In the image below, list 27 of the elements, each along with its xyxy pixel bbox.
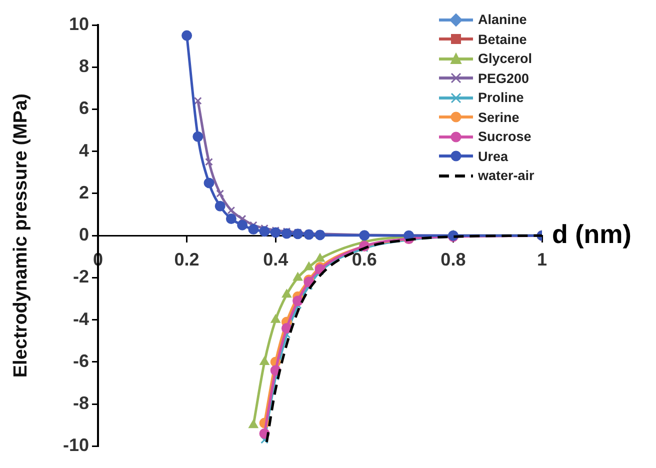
y-tick-label: -6 [72,350,89,371]
legend-label: Serine [478,108,520,126]
y-tick-label: -2 [72,266,89,287]
legend-label: PEG200 [478,70,530,88]
x-tick-label: 0.6 [352,249,377,270]
y-tick-label: 10 [68,14,89,34]
legend-label: Alanine [478,11,527,29]
x-axis-title: d (nm) [552,218,632,249]
legend-label: water-air [478,167,534,185]
legend-label: Proline [478,89,524,107]
y-tick-label: 2 [78,182,89,202]
y-tick-label: 4 [78,140,89,160]
x-tick-label: 0.4 [263,249,288,270]
y-tick-label: -10 [62,435,89,456]
y-tick-label: 8 [78,56,89,76]
x-tick-label: 0.8 [440,249,466,270]
x-tick-label: 0.2 [174,249,200,270]
y-tick-label: -8 [72,393,89,414]
y-tick-label: 6 [78,98,89,118]
legend-label: Sucrose [478,128,532,146]
y-tick-label: 0 [78,224,89,245]
y-tick-label: -4 [72,308,89,329]
legend-label: Urea [478,148,508,166]
y-axis-title: Electrodynamic pressure (MPa) [10,94,32,378]
legend-label: Glycerol [478,50,532,68]
legend-label: Betaine [478,30,527,48]
x-tick-label: 1 [536,249,548,270]
